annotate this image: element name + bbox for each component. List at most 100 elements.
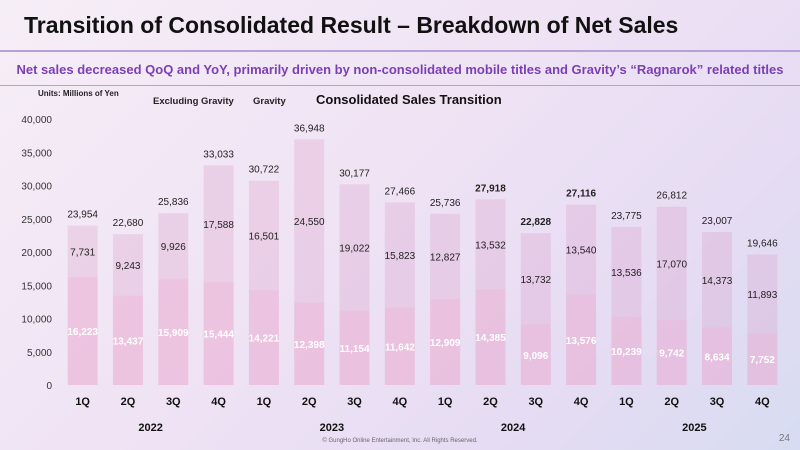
x-tick-label: 4Q [211, 396, 226, 408]
bar-excluding-gravity [611, 316, 642, 385]
value-label-total: 30,177 [339, 168, 370, 179]
x-tick-label: 1Q [257, 396, 272, 408]
value-label-gravity: 7,731 [70, 247, 95, 258]
value-label-total: 22,828 [520, 217, 551, 228]
value-label-excluding: 11,642 [385, 342, 415, 353]
subtitle-divider [0, 85, 800, 86]
bar-excluding-gravity [702, 327, 733, 385]
value-label-excluding: 13,576 [566, 336, 597, 347]
bar-gravity [702, 232, 733, 328]
y-tick-label: 15,000 [21, 281, 52, 292]
y-tick-label: 0 [46, 381, 52, 392]
value-label-total: 36,948 [294, 123, 325, 134]
x-tick-label: 1Q [619, 396, 634, 408]
bar-gravity [339, 184, 370, 311]
value-label-gravity: 24,550 [294, 217, 325, 228]
y-tick-label: 10,000 [21, 315, 52, 326]
bar-gravity [520, 233, 551, 325]
x-tick-label: 2Q [483, 396, 498, 408]
bar-gravity [566, 204, 597, 295]
legend-excluding-gravity: Excluding Gravity [153, 96, 234, 107]
bar-gravity [430, 213, 461, 300]
value-label-excluding: 12,909 [430, 338, 461, 349]
x-tick-label: 1Q [438, 396, 453, 408]
legend-gravity: Gravity [253, 96, 286, 107]
bar-excluding-gravity [747, 333, 778, 385]
bar-excluding-gravity [158, 279, 189, 385]
year-label: 2024 [501, 422, 526, 434]
y-tick-label: 25,000 [21, 215, 52, 226]
value-label-excluding: 15,909 [158, 328, 189, 339]
bar-excluding-gravity [520, 324, 551, 385]
value-label-total: 33,033 [203, 149, 234, 160]
x-tick-label: 1Q [75, 396, 90, 408]
x-tick-label: 3Q [347, 396, 362, 408]
bar-gravity [203, 165, 234, 283]
value-label-total: 27,918 [475, 183, 506, 194]
value-label-total: 27,116 [566, 189, 596, 200]
bar-gravity [747, 254, 778, 334]
value-label-excluding: 12,398 [294, 340, 325, 351]
value-label-total: 22,680 [113, 218, 144, 229]
bar-excluding-gravity [384, 307, 415, 385]
value-label-total: 30,722 [249, 165, 280, 176]
value-label-total: 26,812 [656, 191, 687, 202]
value-label-excluding: 9,096 [523, 351, 548, 362]
value-label-gravity: 9,926 [161, 242, 186, 253]
bar-excluding-gravity [566, 294, 597, 385]
bar-excluding-gravity [339, 310, 370, 385]
value-label-excluding: 8,634 [705, 352, 730, 363]
page-subtitle: Net sales decreased QoQ and YoY, primari… [16, 62, 784, 77]
bar-gravity [475, 199, 506, 290]
year-label: 2023 [320, 422, 344, 434]
value-label-gravity: 13,536 [611, 268, 642, 279]
x-tick-label: 4Q [574, 396, 589, 408]
bar-gravity [656, 206, 687, 321]
value-label-gravity: 17,070 [656, 259, 687, 270]
value-label-gravity: 17,588 [203, 220, 234, 231]
value-label-excluding: 14,221 [249, 334, 280, 345]
value-label-total: 23,775 [611, 211, 642, 222]
x-tick-label: 2Q [664, 396, 679, 408]
value-label-total: 19,646 [747, 238, 778, 249]
value-label-gravity: 14,373 [702, 276, 733, 287]
x-tick-label: 2Q [121, 396, 136, 408]
chart-title: Consolidated Sales Transition [316, 92, 502, 107]
title-divider [0, 50, 800, 52]
y-tick-label: 5,000 [27, 348, 52, 359]
page-title: Transition of Consolidated Result – Brea… [24, 12, 679, 38]
value-label-total: 23,007 [702, 216, 733, 227]
year-label: 2022 [138, 422, 162, 434]
x-tick-label: 4Q [393, 396, 408, 408]
value-label-excluding: 16,223 [67, 327, 98, 338]
bar-gravity [294, 139, 325, 303]
copyright: © GungHo Online Entertainment, Inc. All … [322, 438, 478, 444]
y-tick-label: 35,000 [21, 148, 52, 159]
bar-excluding-gravity [656, 320, 687, 385]
bar-gravity [112, 234, 143, 296]
bar-excluding-gravity [248, 290, 279, 385]
bar-excluding-gravity [294, 302, 325, 385]
value-label-gravity: 19,022 [339, 244, 370, 255]
units-label: Units: Millions of Yen [38, 89, 119, 98]
value-label-excluding: 9,742 [659, 349, 684, 360]
value-label-excluding: 14,385 [475, 333, 506, 344]
bar-excluding-gravity [475, 289, 506, 385]
value-label-total: 25,836 [158, 197, 189, 208]
y-tick-label: 30,000 [21, 182, 52, 193]
value-label-gravity: 11,893 [747, 290, 777, 301]
value-label-gravity: 16,501 [249, 232, 280, 243]
bar-gravity [248, 180, 279, 291]
value-label-excluding: 11,154 [340, 344, 370, 355]
bar-excluding-gravity [430, 299, 461, 385]
bar-excluding-gravity [203, 282, 234, 385]
value-label-excluding: 13,437 [113, 336, 144, 347]
value-label-gravity: 9,243 [115, 261, 140, 272]
x-tick-label: 4Q [755, 396, 770, 408]
x-tick-label: 2Q [302, 396, 317, 408]
y-tick-label: 40,000 [21, 115, 52, 126]
x-tick-label: 3Q [166, 396, 181, 408]
bar-excluding-gravity [67, 277, 98, 385]
value-label-gravity: 12,827 [430, 253, 461, 264]
